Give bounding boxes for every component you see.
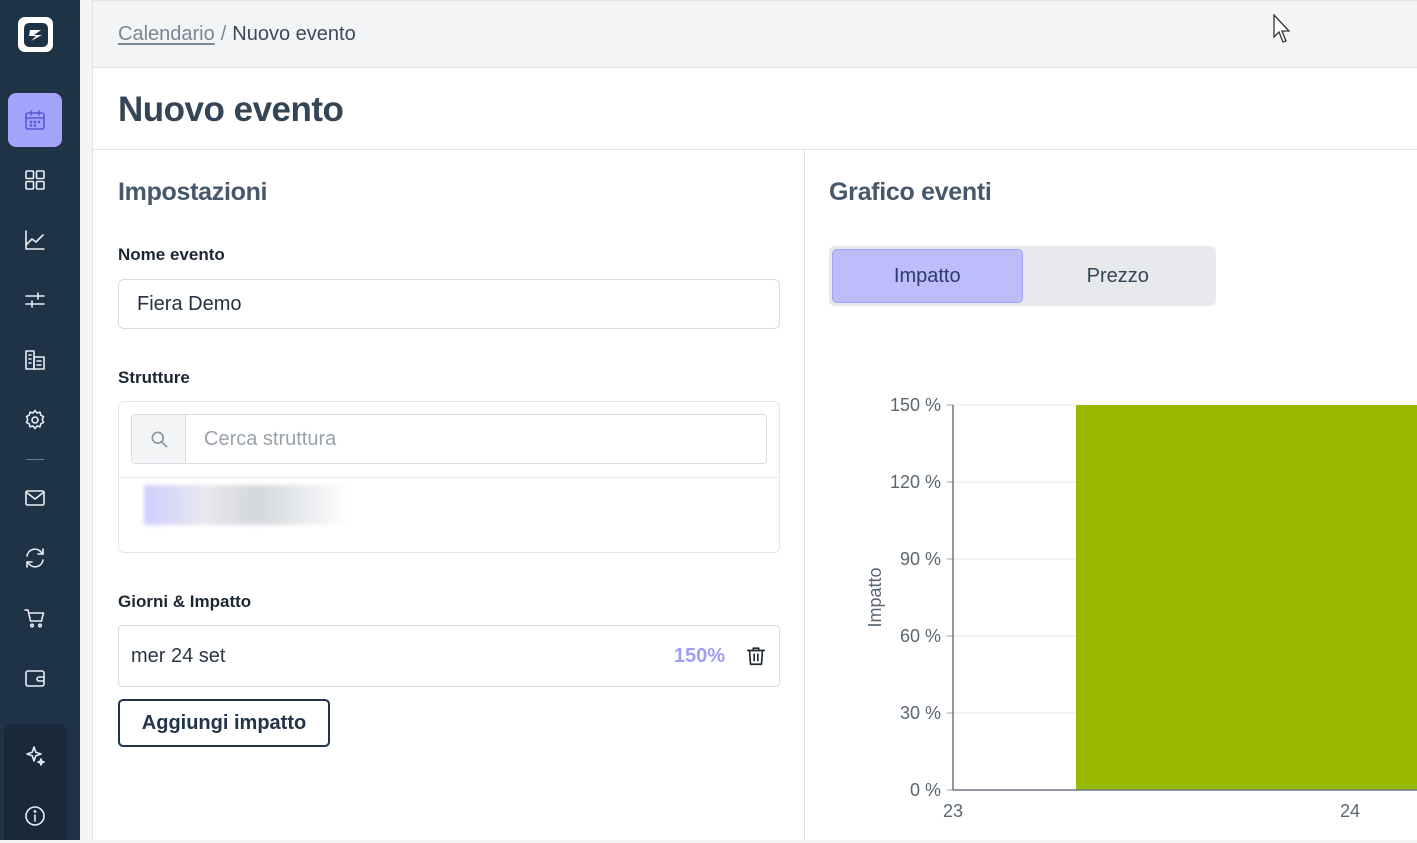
sidebar-item-calendar[interactable] <box>8 93 62 147</box>
chart-y-tick-label: 150 % <box>890 395 941 415</box>
breadcrumb: Calendario / Nuovo evento <box>118 23 356 46</box>
main-content: Calendario / Nuovo evento Nuovo evento Imp… <box>92 0 1417 840</box>
tab-prezzo[interactable]: Prezzo <box>1086 264 1149 287</box>
header-divider <box>93 149 1417 150</box>
sidebar-item-settings[interactable] <box>8 393 62 447</box>
chart-x-tick-label: 23 <box>943 801 963 821</box>
chart-y-axis-label: Impatto <box>865 567 885 627</box>
chart-panel-title: Grafico eventi <box>829 178 992 206</box>
info-icon <box>25 806 45 826</box>
chart-mode-toggle: Impatto Prezzo <box>829 246 1216 306</box>
chart-y-tick-label: 60 % <box>900 626 941 646</box>
app-logo[interactable] <box>18 17 53 52</box>
days-impact-label: Giorni & Impatto <box>118 592 252 611</box>
sidebar-divider <box>26 459 44 460</box>
chart-y-tick-label: 0 % <box>910 780 941 800</box>
sparkles-icon <box>26 746 45 766</box>
structure-search-input[interactable] <box>186 415 766 463</box>
chart-y-tick-label: 30 % <box>900 703 941 723</box>
structures-divider <box>119 477 779 478</box>
sidebar-item-info[interactable] <box>8 789 62 843</box>
structures-box <box>118 401 780 553</box>
day-impact-value[interactable]: 150% <box>673 644 725 667</box>
sidebar-item-shop[interactable] <box>8 591 62 645</box>
impact-chart: 0 % 30 % 60 % 90 % 120 % 150 % 23 24 Impatto <box>865 395 1417 821</box>
chart-y-tick-label: 90 % <box>900 549 941 569</box>
page-title: Nuovo evento <box>118 90 344 129</box>
sidebar-item-properties[interactable] <box>8 333 62 387</box>
search-icon <box>132 415 186 463</box>
sidebar-bottom-panel <box>4 724 67 840</box>
sidebar-item-sync[interactable] <box>8 531 62 585</box>
sidebar-item-dashboard[interactable] <box>8 153 62 207</box>
sidebar-item-adjustments[interactable] <box>8 273 62 327</box>
gear-icon <box>25 409 45 430</box>
trash-icon[interactable] <box>745 645 767 667</box>
add-impact-button[interactable]: Aggiungi impatto <box>118 699 330 747</box>
breadcrumb-current: Nuovo evento <box>232 23 356 45</box>
event-name-input[interactable] <box>118 279 780 329</box>
structure-search <box>131 414 767 464</box>
settings-title: Impostazioni <box>118 178 268 206</box>
sidebar-item-billing[interactable] <box>8 651 62 705</box>
panel-divider <box>804 150 805 840</box>
wallet-icon <box>25 670 45 687</box>
tab-impatto[interactable]: Impatto <box>832 249 1023 303</box>
event-name-label: Nome evento <box>118 245 225 264</box>
sidebar-item-analytics[interactable] <box>8 213 62 267</box>
chart-x-tick-label: 24 <box>1340 801 1360 821</box>
sync-icon <box>26 548 44 568</box>
chart-line-icon <box>25 230 45 250</box>
sidebar-item-messages[interactable] <box>8 471 62 525</box>
cart-icon <box>24 609 45 628</box>
sidebar <box>0 0 80 840</box>
mouse-cursor-icon <box>1273 13 1293 49</box>
dashboard-grid-icon <box>25 170 45 190</box>
day-impact-row: mer 24 set 150% <box>118 625 780 687</box>
sliders-icon <box>25 292 45 308</box>
breadcrumb-link-calendar[interactable]: Calendario <box>118 23 215 45</box>
structures-label: Strutture <box>118 368 190 387</box>
top-bar: Calendario / Nuovo evento <box>93 0 1417 68</box>
chart-y-tick-label: 120 % <box>890 472 941 492</box>
chart-bar <box>1076 405 1417 790</box>
calendar-icon <box>25 110 45 130</box>
day-date: mer 24 set <box>131 644 226 667</box>
logo-icon <box>23 22 48 47</box>
breadcrumb-separator: / <box>220 23 227 45</box>
buildings-icon <box>25 350 45 370</box>
mail-icon <box>25 490 45 506</box>
structure-item-blurred[interactable] <box>144 485 348 525</box>
sidebar-item-ai[interactable] <box>8 729 62 783</box>
